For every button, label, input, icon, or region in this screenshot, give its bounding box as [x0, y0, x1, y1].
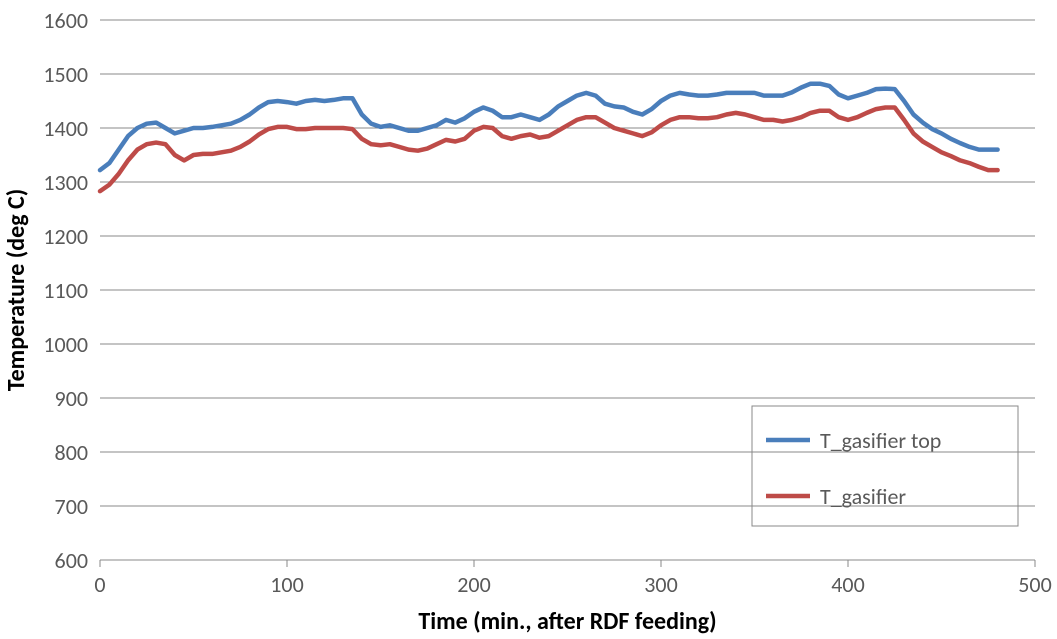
x-tick-label: 300: [644, 571, 677, 598]
x-axis-label: Time (min., after RDF feeding): [418, 607, 716, 636]
y-tick-label: 1200: [43, 223, 88, 250]
y-tick-label: 600: [55, 547, 88, 574]
x-tick-label: 200: [457, 571, 490, 598]
y-tick-label: 900: [55, 385, 88, 412]
y-tick-label: 1100: [43, 277, 88, 304]
y-tick-label: 1500: [43, 61, 88, 88]
chart-container: 0 100 200 300 400 500 600 700 800 900 1000 1100 1200…: [0, 0, 1057, 639]
x-tick-label: 400: [831, 571, 864, 598]
x-tick-label: 0: [94, 571, 105, 598]
legend-label: T_gasifier top: [820, 427, 941, 454]
y-tick-label: 1000: [43, 331, 88, 358]
y-tick-label: 1300: [43, 169, 88, 196]
x-tick-label: 100: [270, 571, 303, 598]
y-tick-label: 1400: [43, 115, 88, 142]
y-tick-label: 800: [55, 439, 88, 466]
legend-label: T_gasifier: [820, 483, 906, 510]
y-tick-label: 700: [55, 493, 88, 520]
x-tick-label: 500: [1018, 571, 1051, 598]
line-chart: 0 100 200 300 400 500 600 700 800 900 1000 1100 1200…: [0, 0, 1057, 639]
y-tick-label: 1600: [43, 7, 88, 34]
y-axis-label: Temperature (deg C): [2, 189, 31, 391]
